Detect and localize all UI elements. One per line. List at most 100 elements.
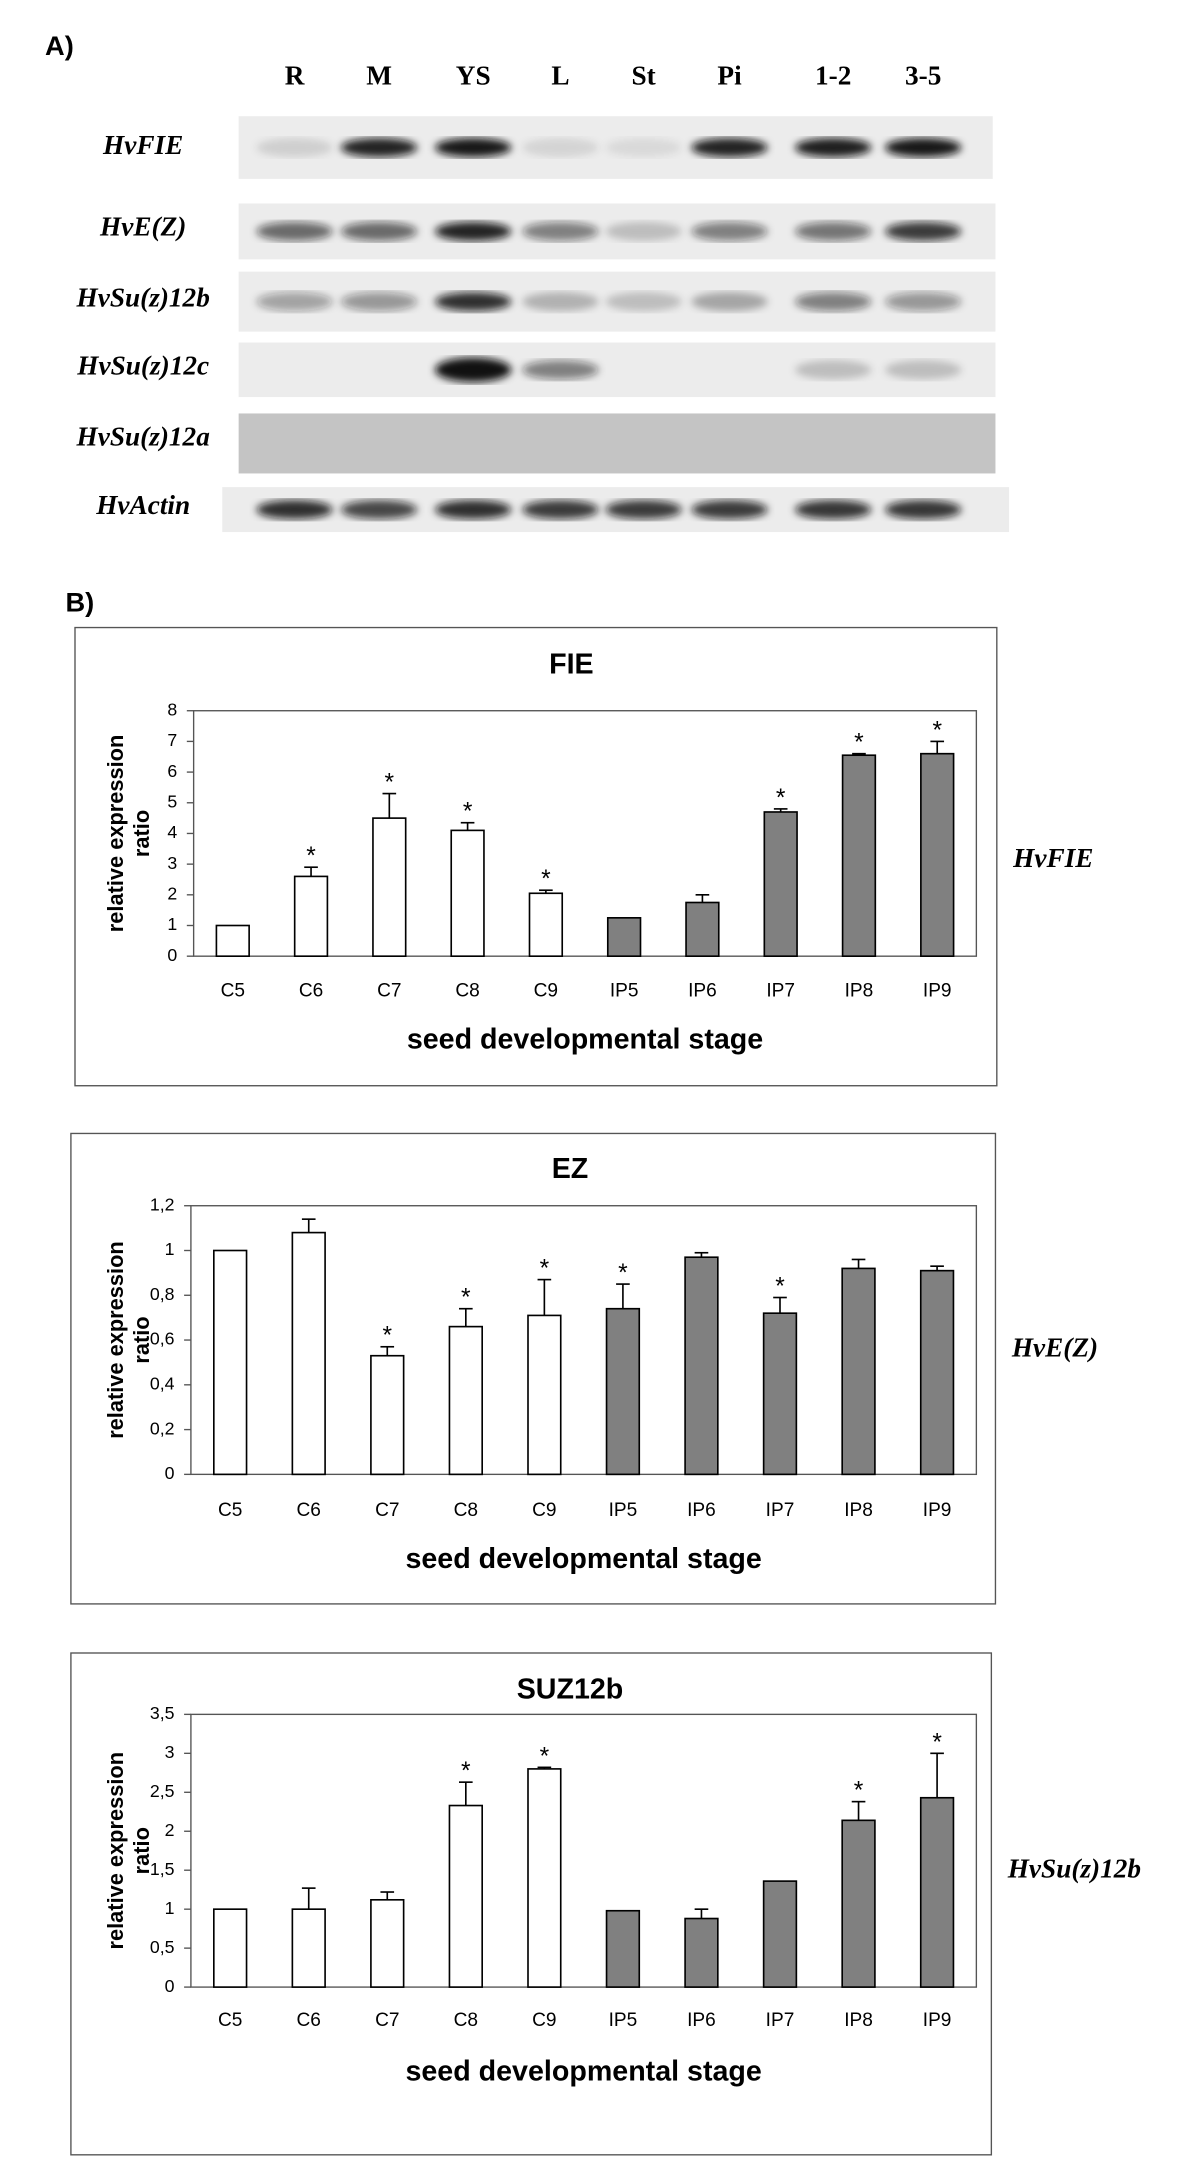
x-tick-label: IP9 bbox=[923, 1500, 952, 1521]
y-axis-title: ratio bbox=[129, 1827, 154, 1874]
gel-band bbox=[795, 221, 872, 241]
bar bbox=[685, 901, 720, 957]
gel-band bbox=[522, 138, 599, 158]
x-tick-label: C5 bbox=[218, 1500, 242, 1521]
y-tick-label: 3,5 bbox=[150, 1703, 175, 1723]
x-tick-label: IP6 bbox=[687, 1500, 716, 1521]
y-tick-label: 3 bbox=[167, 853, 177, 873]
significance-marker: * bbox=[932, 717, 942, 744]
significance-marker: * bbox=[932, 1729, 942, 1756]
gel-band bbox=[340, 292, 418, 312]
y-tick-label: 1,2 bbox=[150, 1194, 175, 1214]
significance-marker: * bbox=[540, 1743, 550, 1770]
significance-marker: * bbox=[775, 1273, 785, 1300]
gene-label: HvFIE bbox=[1012, 843, 1093, 873]
bar bbox=[528, 892, 564, 958]
y-tick-label: 1 bbox=[165, 1898, 175, 1918]
significance-marker: * bbox=[306, 843, 316, 870]
panel-label: B) bbox=[65, 587, 94, 618]
chart-title: SUZ12b bbox=[517, 1674, 624, 1706]
gene-label: HvActin bbox=[95, 490, 190, 520]
gel-band bbox=[256, 500, 333, 520]
gel-band bbox=[795, 138, 872, 158]
bar bbox=[372, 817, 407, 957]
x-tick-label: C7 bbox=[375, 1500, 399, 1521]
gel-band bbox=[885, 292, 962, 312]
bar bbox=[215, 924, 250, 957]
x-tick-label: IP5 bbox=[610, 981, 639, 1002]
y-axis-title: relative expression bbox=[103, 1752, 128, 1949]
gene-label: HvFIE bbox=[102, 130, 183, 160]
gel-band bbox=[522, 292, 599, 312]
lane-label: 1-2 bbox=[815, 60, 851, 90]
bar bbox=[606, 917, 642, 957]
significance-marker: * bbox=[461, 1758, 471, 1785]
gel-band bbox=[522, 500, 599, 520]
bar bbox=[841, 754, 877, 957]
significance-marker: * bbox=[540, 1256, 550, 1283]
gene-label: HvE(Z) bbox=[1011, 1333, 1098, 1363]
gel-strip bbox=[238, 342, 996, 398]
chart-frame bbox=[70, 1132, 997, 1605]
lane-label: L bbox=[551, 60, 569, 90]
significance-marker: * bbox=[541, 866, 551, 893]
bar bbox=[293, 875, 329, 958]
y-tick-label: 1 bbox=[167, 914, 177, 934]
gel-band bbox=[256, 292, 333, 312]
x-tick-label: C5 bbox=[218, 2010, 242, 2031]
gel-band bbox=[691, 221, 768, 241]
plot-area bbox=[190, 1713, 978, 1988]
y-tick-label: 7 bbox=[167, 730, 177, 750]
significance-marker: * bbox=[776, 785, 786, 812]
bar bbox=[605, 1909, 641, 1988]
x-axis-title: seed developmental stage bbox=[407, 1023, 763, 1055]
chart-title: FIE bbox=[549, 648, 594, 680]
gel-band bbox=[605, 138, 682, 158]
gel-band bbox=[435, 138, 512, 158]
x-tick-label: C6 bbox=[297, 1500, 321, 1521]
bar bbox=[370, 1354, 405, 1476]
lane-label: R bbox=[285, 60, 305, 90]
gel-band bbox=[435, 221, 512, 241]
y-tick-label: 8 bbox=[167, 699, 177, 719]
gel-band bbox=[795, 500, 872, 520]
x-axis-title: seed developmental stage bbox=[405, 1543, 761, 1575]
y-tick-label: 0,2 bbox=[150, 1418, 175, 1438]
bar bbox=[448, 1325, 484, 1476]
y-tick-label: 6 bbox=[167, 761, 177, 781]
x-tick-label: IP9 bbox=[923, 2010, 952, 2031]
gel-band bbox=[795, 360, 872, 380]
x-tick-label: IP7 bbox=[766, 981, 795, 1002]
gel-band bbox=[256, 138, 333, 158]
bar bbox=[919, 1796, 955, 1988]
x-tick-label: IP8 bbox=[845, 981, 874, 1002]
bar bbox=[920, 752, 955, 957]
gel-band bbox=[435, 292, 512, 312]
x-tick-label: C8 bbox=[455, 981, 479, 1002]
bar bbox=[684, 1917, 719, 1988]
x-tick-label: IP9 bbox=[923, 981, 952, 1002]
y-tick-label: 0,8 bbox=[150, 1284, 175, 1304]
gene-label: HvSu(z)12c bbox=[76, 351, 209, 381]
gel-band bbox=[605, 221, 682, 241]
bar bbox=[919, 1269, 955, 1476]
bar bbox=[213, 1908, 248, 1988]
y-tick-label: 4 bbox=[167, 822, 177, 842]
gel-band bbox=[691, 138, 768, 158]
x-tick-label: C8 bbox=[454, 2010, 478, 2031]
significance-marker: * bbox=[382, 1323, 392, 1350]
bar bbox=[605, 1307, 641, 1476]
significance-marker: * bbox=[461, 1285, 471, 1312]
gel-band bbox=[340, 221, 418, 241]
y-tick-label: 5 bbox=[167, 791, 177, 811]
significance-marker: * bbox=[854, 1778, 864, 1805]
x-tick-label: IP5 bbox=[609, 1500, 638, 1521]
lane-label: Pi bbox=[717, 60, 742, 90]
y-tick-label: 0 bbox=[167, 945, 177, 965]
chart-title: EZ bbox=[552, 1153, 589, 1185]
gene-label: HvE(Z) bbox=[99, 212, 186, 242]
x-tick-label: C9 bbox=[534, 981, 558, 1002]
y-tick-label: 3 bbox=[165, 1742, 175, 1762]
gel-band bbox=[340, 500, 418, 520]
